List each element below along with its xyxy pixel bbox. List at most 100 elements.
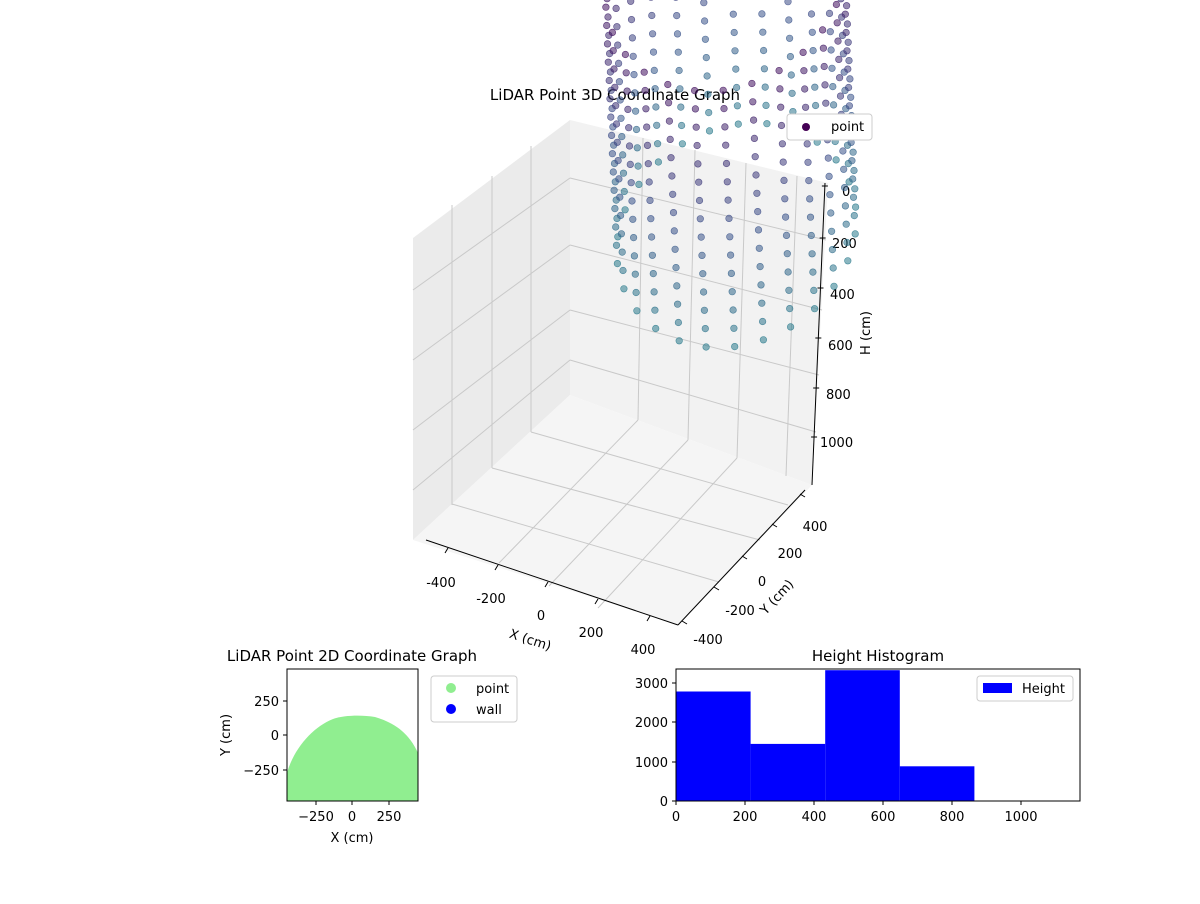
point-3d [729, 306, 737, 314]
z-tick-labels-3d: 0 200 400 600 800 1000 [820, 185, 857, 451]
point-3d [650, 288, 658, 296]
point-3d [728, 288, 736, 296]
x-tick-mark [444, 547, 449, 554]
point-3d [643, 123, 651, 131]
point-3d [616, 96, 624, 104]
point-3d [848, 157, 856, 165]
point-3d [720, 104, 728, 113]
point-3d [627, 179, 635, 187]
point-3d [619, 151, 627, 159]
x-axis-label-2d: X (cm) [331, 831, 374, 846]
point-3d [604, 13, 612, 21]
point-3d [664, 99, 673, 107]
point-3d [614, 59, 623, 68]
point-3d [614, 41, 622, 49]
point-3d [648, 251, 657, 259]
point-3d [810, 305, 819, 313]
point-3d [615, 78, 624, 86]
legend-2d: point wall [430, 675, 518, 723]
point-3d [811, 83, 819, 91]
point-3d [669, 190, 677, 198]
point-3d [849, 148, 857, 156]
x-tick-mark [646, 615, 651, 622]
point-3d [777, 121, 786, 130]
point-3d [631, 107, 640, 115]
point-3d [786, 305, 794, 313]
point-3d [846, 75, 854, 83]
histogram-bar [676, 691, 751, 801]
point-3d [758, 317, 767, 326]
point-3d [648, 30, 657, 38]
x-tick-labels-hist: 0 200 400 600 800 1000 [672, 810, 1038, 825]
point-3d [761, 83, 769, 91]
x-tick-label: -400 [426, 576, 456, 591]
point-3d [674, 48, 682, 56]
point-3d [615, 175, 623, 183]
point-3d [841, 10, 849, 18]
point-3d [810, 65, 818, 73]
point-3d [801, 85, 809, 93]
x-tick-label: 200 [733, 810, 758, 825]
point-3d [667, 154, 675, 162]
point-3d [705, 108, 713, 117]
point-3d [605, 76, 613, 85]
legend-label-point: point [476, 682, 509, 697]
z-tick-label: 400 [830, 288, 855, 303]
point-3d [724, 196, 732, 204]
point-3d [826, 28, 834, 36]
point-3d [628, 197, 636, 205]
point-3d [700, 17, 709, 25]
histogram-bar [825, 670, 900, 801]
x-tick-label: 0 [348, 810, 356, 825]
point-3d [652, 103, 660, 111]
point-3d [730, 28, 738, 37]
point-3d [609, 47, 617, 55]
point-3d [612, 4, 620, 12]
point-3d [785, 286, 793, 294]
point-3d [625, 142, 634, 150]
point-3d [806, 213, 815, 221]
point-3d [701, 325, 709, 333]
x-tick-label: 200 [579, 626, 604, 641]
point-3d [630, 252, 639, 260]
point-3d [759, 336, 768, 344]
point-3d [630, 70, 638, 79]
point-3d [651, 306, 659, 314]
legend-marker-height [983, 683, 1012, 693]
point-3d [839, 147, 847, 155]
x-tick-label: -200 [476, 592, 506, 607]
lidar-2d-plot: LiDAR Point 2D Coordinate Graph −250 0 2… [219, 647, 518, 846]
point-3d [692, 123, 700, 131]
point-3d [699, 288, 708, 296]
point-3d [818, 26, 827, 34]
point-3d [673, 12, 681, 20]
point-3d [642, 105, 650, 113]
point-3d [760, 65, 769, 73]
point-3d [835, 74, 844, 82]
point-3d [693, 141, 701, 150]
point-3d [616, 211, 625, 220]
point-3d [623, 87, 631, 95]
point-3d [748, 79, 756, 88]
x-tick-labels-3d: -400 -200 0 200 400 [426, 576, 655, 658]
point-3d [700, 0, 708, 7]
point-3d [632, 288, 640, 297]
point-3d [697, 233, 705, 241]
point-3d [611, 205, 619, 213]
point-3d [749, 98, 757, 106]
legend-marker-point [802, 123, 810, 131]
point-3d [677, 103, 685, 111]
point-3d [634, 162, 642, 170]
x-tick-mark [494, 564, 499, 571]
point-3d [756, 263, 764, 271]
point-3d [633, 307, 641, 315]
point-3d [758, 299, 766, 307]
histogram-title: Height Histogram [812, 647, 944, 665]
point-3d [618, 133, 626, 141]
point-3d [809, 46, 817, 55]
chart-2d-title: LiDAR Point 2D Coordinate Graph [227, 647, 477, 665]
point-3d [671, 245, 679, 253]
point-3d [695, 196, 704, 205]
point-3d [763, 120, 771, 128]
point-3d [832, 0, 841, 9]
